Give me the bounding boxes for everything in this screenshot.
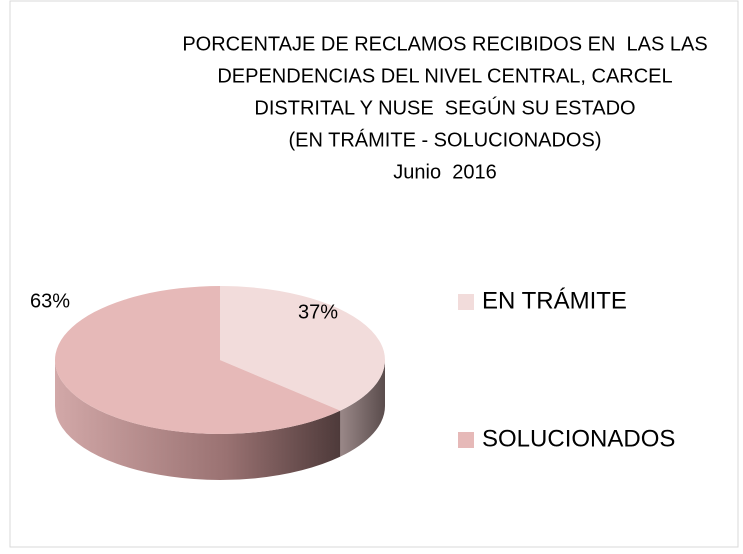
chart-title: Junio 2016 bbox=[393, 161, 496, 183]
chart-title: DISTRITAL Y NUSE SEGÚN SU ESTADO bbox=[254, 96, 635, 119]
pie-slice bbox=[220, 286, 385, 411]
legend-label: SOLUCIONADOS bbox=[482, 425, 675, 452]
pie-slice bbox=[54, 286, 341, 434]
chart-title: (EN TRÁMITE - SOLUCIONADOS) bbox=[289, 128, 602, 151]
chart-title: DEPENDENCIAS DEL NIVEL CENTRAL, CARCEL bbox=[217, 65, 672, 87]
pie-side bbox=[340, 360, 385, 457]
legend-swatch bbox=[458, 294, 474, 310]
chart-title: PORCENTAJE DE RECLAMOS RECIBIDOS EN LAS … bbox=[182, 33, 707, 55]
data-label: 63% bbox=[30, 290, 70, 312]
data-label: 37% bbox=[298, 301, 338, 323]
pie-side bbox=[55, 360, 341, 481]
legend-swatch bbox=[458, 432, 474, 448]
legend-label: EN TRÁMITE bbox=[482, 287, 627, 314]
